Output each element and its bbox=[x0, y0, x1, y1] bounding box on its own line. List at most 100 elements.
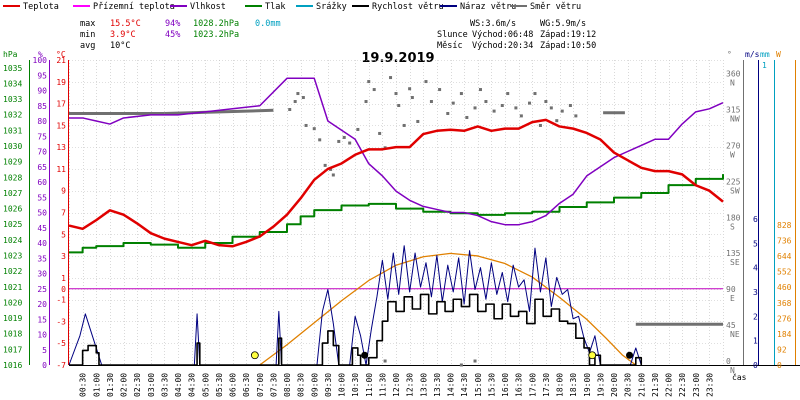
tick-time-43: 22:00 bbox=[665, 373, 674, 397]
tick-hpa-7: 1023 bbox=[3, 252, 22, 261]
axis-lines bbox=[29, 60, 796, 365]
tick-hpa-5: 1021 bbox=[3, 283, 22, 292]
tick-time-42: 21:30 bbox=[651, 373, 660, 397]
wind-dir-point-21 bbox=[397, 104, 401, 108]
tick-celsius-13: 17 bbox=[56, 100, 66, 109]
svg-text:Tlak: Tlak bbox=[265, 2, 285, 12]
wind-dir-point-17 bbox=[378, 131, 382, 135]
tick-time-10: 05:30 bbox=[215, 373, 224, 397]
tick-celsius-0: -7 bbox=[56, 361, 66, 370]
tick-w-0: 0 bbox=[777, 361, 782, 370]
tick-time-20: 10:30 bbox=[351, 373, 360, 397]
tick-pct-12: 60 bbox=[37, 178, 47, 187]
tick-time-28: 14:30 bbox=[460, 373, 469, 397]
stats-max-rain: 0.0mm bbox=[255, 19, 281, 29]
wind-dir-point-8 bbox=[329, 167, 333, 171]
tick-hpa-12: 1028 bbox=[3, 173, 22, 182]
wind-dir-point-12 bbox=[348, 141, 352, 145]
wind-dir-point-9 bbox=[331, 173, 335, 177]
wind-dir-point-49 bbox=[574, 114, 578, 118]
stats-max-label: max bbox=[80, 19, 95, 29]
stats-avg-temp: 10°C bbox=[110, 41, 130, 51]
tick-w-6: 552 bbox=[777, 268, 792, 277]
tick-ms-3: 3 bbox=[753, 288, 758, 297]
info-sun-label: Slunce bbox=[437, 30, 468, 40]
tick-time-31: 16:00 bbox=[501, 373, 510, 397]
wind-dir-point-22 bbox=[402, 123, 406, 127]
wind-dir-point-30 bbox=[451, 101, 455, 105]
tick-time-25: 13:00 bbox=[419, 373, 428, 397]
axis-ticks: 1016101710181019102010211022102310241025… bbox=[3, 56, 792, 397]
stats-avg-label: avg bbox=[80, 41, 95, 51]
tick-hpa-17: 1033 bbox=[3, 95, 22, 104]
wind-dir-point-39 bbox=[514, 106, 518, 110]
tick-celsius-3: -1 bbox=[56, 296, 66, 305]
info-moon-label: Měsíc bbox=[437, 41, 463, 51]
tick-time-18: 09:30 bbox=[324, 373, 333, 397]
tick-pct-14: 70 bbox=[37, 148, 47, 157]
tick-hpa-0: 1016 bbox=[3, 361, 22, 370]
wind-dir-point-2 bbox=[296, 92, 300, 96]
tick-hpa-10: 1026 bbox=[3, 205, 22, 214]
svg-text:Srážky: Srážky bbox=[316, 2, 347, 12]
tick-w-7: 644 bbox=[777, 252, 792, 261]
tick-time-8: 04:30 bbox=[188, 373, 197, 397]
wind-dir-point-29 bbox=[446, 111, 450, 115]
tick-pct-6: 30 bbox=[37, 270, 47, 279]
tick-time-15: 08:00 bbox=[283, 373, 292, 397]
tick-hpa-18: 1034 bbox=[3, 79, 22, 88]
legend-item-dir: Směr větru bbox=[510, 2, 581, 12]
tick-pct-4: 20 bbox=[37, 300, 47, 309]
tick-time-4: 02:30 bbox=[133, 373, 142, 397]
tick-pct-13: 65 bbox=[37, 163, 47, 172]
tick-time-1: 01:00 bbox=[92, 373, 101, 397]
tick-time-0: 00:30 bbox=[79, 373, 88, 397]
chart-title: 19.9.2019 bbox=[361, 51, 434, 66]
sun-marker-1 bbox=[588, 351, 597, 360]
tick-time-12: 06:30 bbox=[242, 373, 251, 397]
tick-celsius-5: 1 bbox=[61, 274, 66, 283]
wind-dir-point-44 bbox=[544, 100, 548, 104]
tick-dir-4: S bbox=[730, 222, 735, 231]
info-moonrise: Východ:20:34 bbox=[472, 41, 533, 51]
svg-text:Teplota: Teplota bbox=[23, 2, 59, 12]
tick-time-38: 19:30 bbox=[596, 373, 605, 397]
wind-dir-point-23 bbox=[408, 87, 412, 91]
tick-celsius-4: 0 bbox=[61, 285, 66, 294]
tick-hpa-13: 1029 bbox=[3, 158, 22, 167]
tick-w-4: 368 bbox=[777, 299, 792, 308]
tick-w-3: 276 bbox=[777, 314, 792, 323]
tick-celsius-12: 15 bbox=[56, 121, 66, 130]
tick-dir-3: SE bbox=[730, 258, 740, 267]
tick-celsius-10: 11 bbox=[56, 165, 66, 174]
tick-hpa-4: 1020 bbox=[3, 298, 22, 307]
tick-time-44: 22:30 bbox=[678, 373, 687, 397]
wind-dir-point-35 bbox=[484, 100, 488, 104]
tick-time-45: 23:00 bbox=[692, 373, 701, 397]
wind-dir-point-10 bbox=[337, 139, 341, 143]
tick-pct-19: 95 bbox=[37, 71, 47, 80]
tick-deg-3: 135 bbox=[726, 249, 741, 258]
stats-block: max 15.5°C 94% 1028.2hPa 0.0mm min 3.9°C… bbox=[80, 19, 281, 51]
tick-w-1: 92 bbox=[777, 345, 787, 354]
tick-time-21: 11:00 bbox=[365, 373, 374, 397]
wind-dir-avg-1 bbox=[164, 108, 274, 115]
legend-item-pressure: Tlak bbox=[245, 2, 285, 12]
series bbox=[68, 76, 724, 367]
wind-dir-point-36 bbox=[492, 109, 496, 113]
tick-time-36: 18:30 bbox=[569, 373, 578, 397]
wind-dir-point-40 bbox=[519, 114, 523, 118]
tick-time-23: 12:00 bbox=[392, 373, 401, 397]
tick-dir-6: W bbox=[730, 150, 735, 159]
tick-celsius-7: 5 bbox=[61, 230, 66, 239]
tick-pct-0: 0 bbox=[42, 361, 47, 370]
wind-dir-point-34 bbox=[478, 88, 482, 92]
wind-dir-point-25 bbox=[416, 119, 420, 123]
tick-celsius-6: 3 bbox=[61, 252, 66, 261]
tick-hpa-1: 1017 bbox=[3, 345, 22, 354]
tick-pct-7: 35 bbox=[37, 254, 47, 263]
wind-dir-point-27 bbox=[429, 100, 433, 104]
tick-pct-18: 90 bbox=[37, 87, 47, 96]
wind-dir-point-51 bbox=[459, 363, 463, 367]
